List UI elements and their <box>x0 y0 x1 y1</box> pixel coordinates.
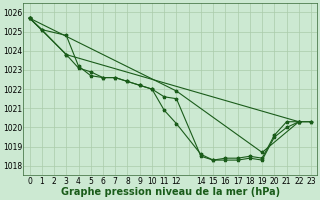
X-axis label: Graphe pression niveau de la mer (hPa): Graphe pression niveau de la mer (hPa) <box>61 187 280 197</box>
